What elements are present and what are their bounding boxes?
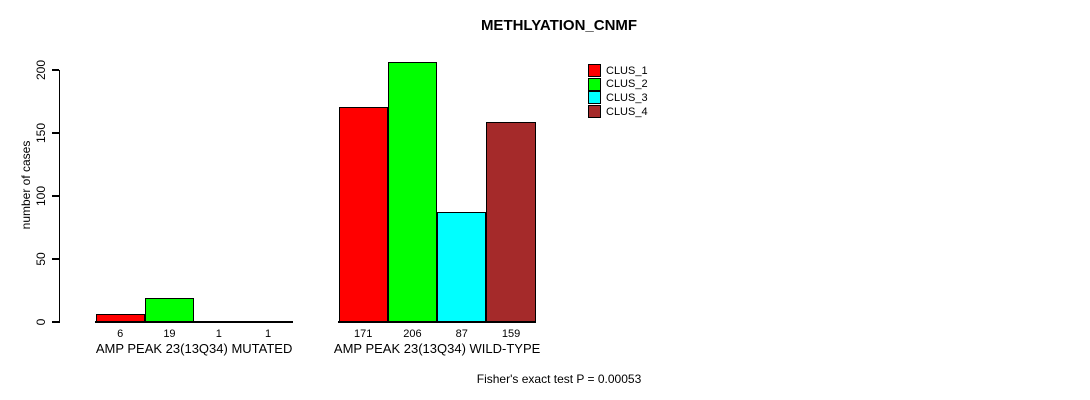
legend-swatch-clus_3 bbox=[588, 91, 601, 105]
fisher-test-annotation: Fisher's exact test P = 0.00053 bbox=[476, 372, 642, 386]
chart-title: METHLYATION_CNMF bbox=[480, 17, 638, 34]
y-tick bbox=[52, 321, 59, 323]
bar-value-label: 206 bbox=[403, 328, 422, 340]
x-category-label: AMP PEAK 23(13Q34) MUTATED bbox=[95, 341, 293, 356]
y-tick-label: 50 bbox=[34, 252, 48, 266]
bar-value-label: 1 bbox=[264, 328, 272, 340]
bar-value-label: 1 bbox=[215, 328, 222, 340]
legend-swatch-clus_4 bbox=[588, 105, 601, 119]
bar-clus_1-group2 bbox=[338, 106, 388, 322]
y-tick bbox=[52, 258, 59, 260]
legend-item: CLUS_1 bbox=[588, 64, 648, 77]
bar-value-label: 19 bbox=[163, 328, 176, 340]
bar-value-label: 87 bbox=[455, 328, 468, 340]
bar-value-label: 6 bbox=[117, 328, 124, 340]
bar-value-label: 159 bbox=[501, 328, 521, 340]
x-category-label: AMP PEAK 23(13Q34) WILD-TYPE bbox=[333, 341, 541, 356]
legend-swatch-clus_1 bbox=[588, 64, 601, 77]
y-tick-label: 200 bbox=[34, 59, 48, 81]
legend-item: CLUS_2 bbox=[588, 77, 648, 91]
legend-swatch-clus_2 bbox=[588, 77, 601, 91]
legend-item-label: CLUS_3 bbox=[606, 91, 648, 104]
legend-item-label: CLUS_2 bbox=[606, 78, 648, 91]
y-axis-line bbox=[58, 70, 60, 323]
legend-item-label: CLUS_4 bbox=[606, 105, 648, 118]
y-tick-label: 150 bbox=[34, 122, 48, 144]
bar-clus_2-group2 bbox=[387, 62, 438, 322]
bar-clus_2-group1 bbox=[144, 298, 195, 322]
y-axis-label: number of cases bbox=[19, 140, 33, 230]
bar-clus_4-group2 bbox=[486, 121, 536, 322]
y-tick bbox=[52, 195, 59, 197]
y-tick-label: 100 bbox=[34, 185, 48, 207]
x-axis-baseline bbox=[338, 320, 537, 323]
y-tick bbox=[52, 69, 59, 71]
bar-value-label: 171 bbox=[353, 328, 373, 340]
bar-clus_3-group2 bbox=[437, 212, 487, 322]
legend-item: CLUS_4 bbox=[588, 105, 648, 119]
y-tick-label: 0 bbox=[34, 318, 48, 326]
legend-item: CLUS_3 bbox=[588, 91, 648, 105]
x-axis-baseline bbox=[95, 320, 294, 323]
legend-item-label: CLUS_1 bbox=[606, 64, 648, 77]
y-tick bbox=[52, 132, 59, 134]
